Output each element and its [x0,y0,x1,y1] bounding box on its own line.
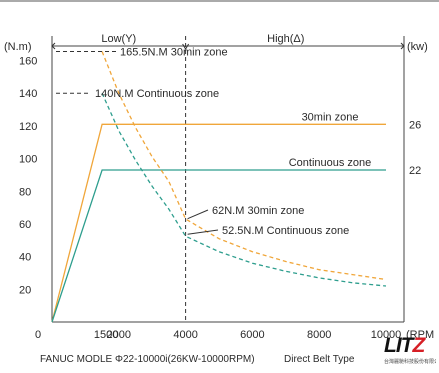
y-tick-label: 140 [19,88,37,100]
region-arrow-right [400,42,405,50]
annotation-label: 62N.M 30min zone [212,205,304,217]
x-tick-label: 2000 [107,329,131,341]
x-tick-label: 6000 [240,329,264,341]
y-tick-label: 160 [19,56,37,68]
annotation-label: 165.5N.M 30min zone [120,47,228,59]
region-divider-arrow [182,43,190,50]
logo-subtitle: 台灣麗馳科技股份有限公司 [384,359,436,365]
right-axis-value: 26 [409,119,421,131]
annotation-leader [187,229,219,235]
region-label-1: High(Δ) [267,33,304,45]
region-arrow-left [51,42,56,50]
left-unit-label: (N.m) [4,41,32,53]
annotation-leader [187,209,209,220]
x-tick-label: 10000 [371,329,402,341]
right-axis-value: 22 [409,165,421,177]
annotation-label: 140N.M Continuous zone [95,88,219,100]
y-tick-label: 80 [19,186,31,198]
power-line-0 [51,123,386,323]
power-line-1 [51,169,386,323]
y-tick-label: 40 [19,252,31,264]
x-tick-label: 8000 [307,329,331,341]
right-unit-label: (kw) [407,41,428,53]
y-tick-label: 100 [19,154,37,166]
torque-curve-2 [101,51,387,281]
logo-wordmark: LITZ [384,334,425,357]
litz-logo: LITZ 台灣麗馳科技股份有限公司 [384,334,436,370]
series-name-label: 30min zone [302,111,359,123]
x-unit-label: (RPM [406,329,434,341]
x-tick-label: 0 [35,329,41,341]
x-tick-label: 1500 [94,329,118,341]
x-tick-label: 4000 [173,329,197,341]
y-tick-label: 60 [19,219,31,231]
footer-belt-type: Direct Belt Type [284,354,355,365]
torque-curve-3 [101,92,387,287]
series-name-label: Continuous zone [289,157,372,169]
annotation-label: 52.5N.M Continuous zone [222,225,349,237]
footer-model: FANUC MODLE Φ22-10000i(26KW-10000RPM) [40,354,255,365]
y-tick-label: 20 [19,284,31,296]
y-tick-label: 120 [19,121,37,133]
region-label-0: Low(Y) [101,33,136,45]
